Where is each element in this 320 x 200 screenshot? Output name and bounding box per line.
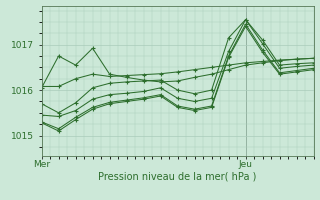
X-axis label: Pression niveau de la mer( hPa ): Pression niveau de la mer( hPa ) xyxy=(99,172,257,182)
